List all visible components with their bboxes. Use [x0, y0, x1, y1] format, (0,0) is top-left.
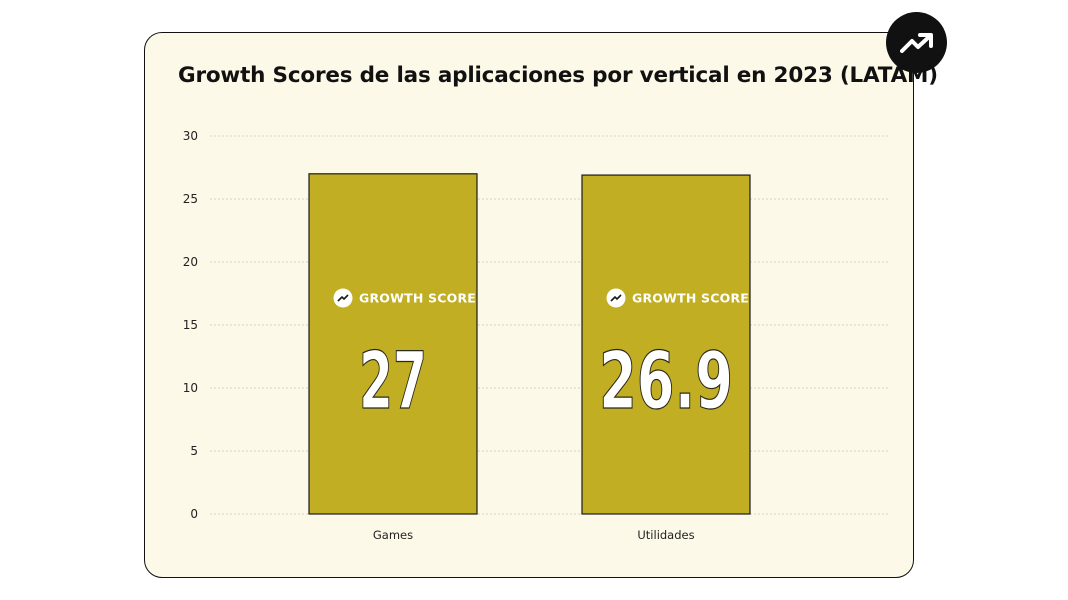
y-tick-label: 25 [183, 192, 198, 206]
y-tick-label: 0 [190, 507, 198, 521]
bar-value-label: 27 [359, 337, 427, 427]
y-tick-label: 30 [183, 129, 198, 143]
trend-arrow-icon [610, 294, 622, 302]
trend-arrow-icon [337, 294, 349, 302]
bar-value-label: 26.9 [599, 337, 733, 427]
growth-score-label: GROWTH SCORE [632, 291, 749, 306]
y-tick-label: 5 [190, 444, 198, 458]
chart-title: Growth Scores de las aplicaciones por ve… [178, 63, 938, 88]
y-tick-label: 15 [183, 318, 198, 332]
y-tick-label: 10 [183, 381, 198, 395]
y-tick-label: 20 [183, 255, 198, 269]
growth-score-label: GROWTH SCORE [359, 291, 476, 306]
bar [581, 174, 751, 515]
bar [308, 173, 478, 515]
x-tick-label: Games [373, 528, 413, 542]
trending-up-icon [886, 12, 947, 73]
x-tick-label: Utilidades [637, 528, 694, 542]
chart-card: Growth Scores de las aplicaciones por ve… [144, 32, 938, 578]
